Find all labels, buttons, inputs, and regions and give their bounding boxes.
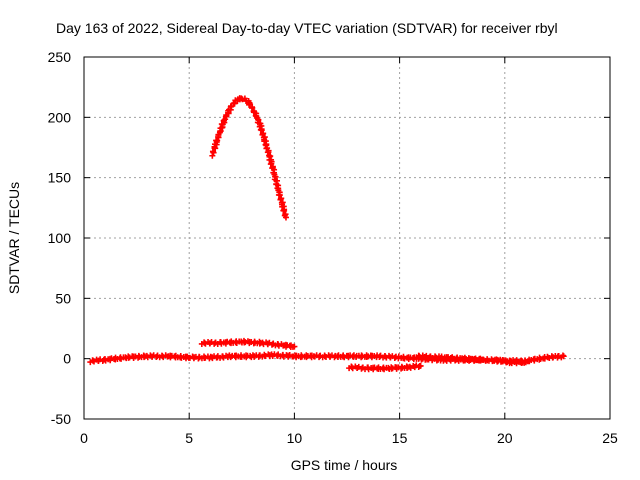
x-axis-label: GPS time / hours [291,457,398,473]
y-tick-labels: -50 0 50 100 150 200 250 [48,49,72,427]
y-tick-label: 0 [63,351,71,367]
x-tick-label: 5 [185,430,193,446]
series-arc-high [209,95,289,221]
y-tick-label: 250 [48,49,72,65]
data-point [480,356,487,363]
series-arc-mid [198,337,298,351]
y-tick-label: -50 [51,411,71,427]
data-point [201,339,208,346]
series-arc-low [346,362,424,373]
y-tick-label: 150 [48,170,72,186]
x-tick-label: 25 [602,430,618,446]
plot-frame [83,56,611,420]
series-arc-c [413,352,487,364]
grid-lines [84,57,610,419]
data-point [214,137,221,144]
y-axis-label: SDTVAR / TECUs [6,182,22,294]
axis-ticks [83,56,611,420]
data-point [560,353,567,360]
y-tick-label: 100 [48,230,72,246]
series-main [87,351,567,366]
data-point [90,357,97,364]
data-point [264,149,271,156]
x-tick-label: 10 [287,430,303,446]
chart-title: Day 163 of 2022, Sidereal Day-to-day VTE… [56,20,558,36]
data-point [209,148,216,155]
data-point [249,104,256,111]
x-tick-labels: 0 5 10 15 20 25 [80,430,618,446]
x-tick-label: 20 [497,430,513,446]
y-tick-label: 50 [55,290,71,306]
data-points [87,95,567,373]
y-tick-label: 200 [48,109,72,125]
data-point [358,352,365,359]
x-tick-label: 15 [392,430,408,446]
series-arc-d [491,356,529,367]
x-tick-label: 0 [80,430,88,446]
data-point [522,359,529,366]
data-point [417,362,424,369]
data-point [291,343,298,350]
data-point [282,214,289,221]
